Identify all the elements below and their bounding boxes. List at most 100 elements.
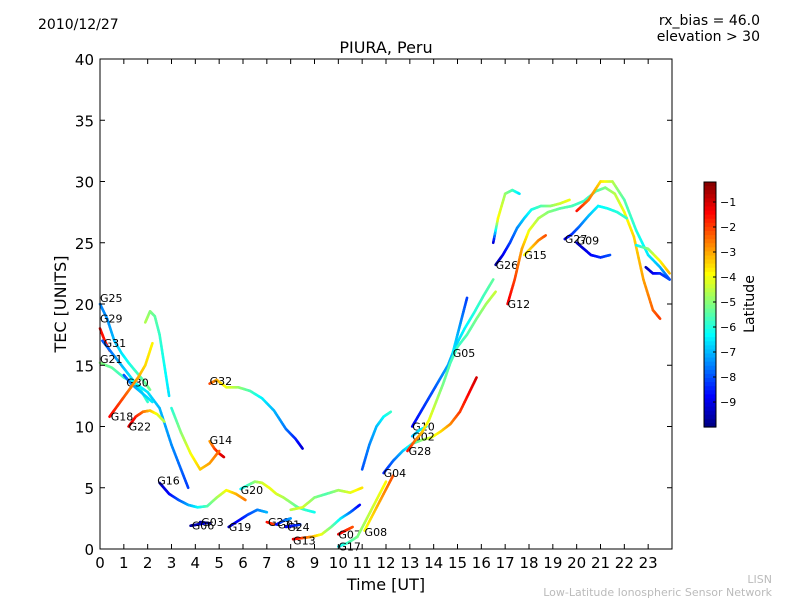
axes-layer: 0 1 2 3 4 5 6 7 8 9 10 11 12 13 14 15 16 17 18 19 20 21 22 2305… [75,51,672,572]
y-tick-label: 5 [84,480,94,498]
colorbar-band [704,329,716,334]
y-tick-label: 20 [75,296,94,314]
colorbar-band [704,194,716,199]
colorbar-tick-label: −5 [720,296,736,309]
prn-label: G14 [210,434,233,447]
track-segment [185,484,190,490]
colorbar-tick-label: −2 [720,221,736,234]
colorbar-band [704,231,716,236]
colorbar-band [704,288,716,293]
x-tick-label: 2 [143,554,153,572]
prn-label: G20 [241,484,264,497]
track-segment [390,474,395,480]
track-g30: G30 [122,373,154,404]
y-tick-label: 0 [84,541,94,559]
colorbar-band [704,353,716,359]
track-g13: G13 [291,503,362,547]
colorbar-band [704,394,716,400]
x-tick-label: 8 [286,554,296,572]
x-tick-label: 18 [519,554,538,572]
x-tick-label: 7 [262,554,272,572]
prn-label: G26 [496,259,519,272]
colorbar-band [704,235,716,240]
receiver-info: rx_bias = 46.0 elevation > 30 [657,13,760,45]
track-segment [162,419,166,423]
x-tick-label: 16 [472,554,491,572]
colorbar-tick-label: −1 [720,196,736,209]
track-segment [242,497,247,502]
track-g08: G08 [363,474,395,539]
prn-label: G28 [409,445,432,458]
track-g15: G15 [522,234,547,262]
track-segment [543,234,547,238]
y-tick-label: 10 [75,419,94,437]
track-g27: G27 [563,204,629,246]
colorbar-tick-label: −8 [720,371,736,384]
track-g24: G24 [284,521,310,534]
track-segment [490,278,495,283]
prn-label: G25 [100,292,123,305]
track-g06: G06 [189,520,214,533]
y-tick-label: 30 [75,174,94,192]
track-g31: G31 [101,337,149,404]
track-g16: G16 [157,474,247,509]
colorbar-band [704,210,716,216]
colorbar-band [704,361,716,367]
footer-network: Low-Latitude Ionospheric Sensor Network [543,586,772,599]
colorbar-band [704,337,716,342]
y-axis-label: TEC [UNITS] [51,256,70,354]
colorbar-tick-label: −3 [720,246,736,259]
prn-label: G03 [201,516,224,529]
y-tick-label: 35 [75,112,94,130]
track-g32: G32 [208,375,304,450]
track-g26: G26 [494,198,571,272]
track-g12: G12 [506,186,662,321]
x-tick-label: 4 [191,554,201,572]
prn-label: G16 [157,474,180,487]
colorbar-band [704,369,716,375]
colorbar-band [704,300,716,306]
colorbar-band [704,182,716,187]
track-g04: G04 [382,376,478,480]
track-g09: G09 [575,234,612,259]
colorbar-band [704,406,716,412]
colorbar-band [704,247,716,253]
footer-lisn: LISN [747,573,772,586]
track-unlabeled-35 [634,243,671,275]
track-g19: G19 [227,508,269,534]
track-g22: G22 [127,409,166,434]
track-segment [383,480,388,486]
colorbar-band [704,418,716,424]
colorbar-band [704,320,716,326]
prn-label: G18 [111,411,134,424]
prn-label: G17 [338,541,361,554]
colorbar-band [704,410,716,416]
prn-label: G19 [229,521,252,534]
track-segment [150,341,154,348]
prn-label: G32 [210,375,233,388]
x-tick-label: 14 [424,554,443,572]
x-tick-label: 6 [238,554,248,572]
colorbar-band [704,243,716,248]
colorbar-label: Latitude [742,275,758,333]
colorbar: −1 −2 −3 −4 −5 −6 −7 −8 −9 [703,181,736,428]
track-segment [216,449,221,454]
track-segment [465,296,469,302]
colorbar-band [704,324,716,330]
elevation-label: elevation > 30 [656,29,760,45]
track-segment [667,270,671,275]
x-tick-label: 21 [591,554,610,572]
x-tick-label: 17 [496,554,515,572]
colorbar-band [704,333,716,338]
colorbar-band [704,198,716,204]
track-segment [657,316,662,321]
colorbar-band [704,271,716,277]
colorbar-band [704,414,716,420]
colorbar-band [704,226,716,232]
x-tick-label: 1 [119,554,129,572]
track-unlabeled-38 [360,410,393,471]
colorbar-band [704,398,716,404]
colorbar-band [704,263,716,269]
track-segment [474,376,478,381]
